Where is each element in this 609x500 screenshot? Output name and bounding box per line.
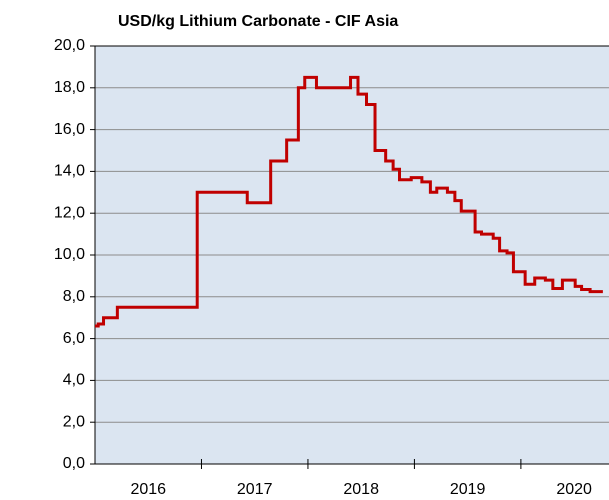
- y-tick-label: 12,0: [54, 204, 85, 221]
- x-tick-label: 2020: [556, 481, 592, 498]
- y-tick-label: 10,0: [54, 246, 85, 263]
- y-tick-label: 6,0: [63, 330, 85, 347]
- x-tick-label: 2018: [343, 481, 379, 498]
- y-tick-label: 20,0: [54, 37, 85, 54]
- x-tick-label: 2019: [450, 481, 486, 498]
- y-tick-label: 8,0: [63, 288, 85, 305]
- y-tick-label: 14,0: [54, 163, 85, 180]
- y-tick-label: 18,0: [54, 79, 85, 96]
- price-line: [95, 75, 603, 328]
- x-tick-label: 2017: [237, 481, 273, 498]
- chart-title: USD/kg Lithium Carbonate - CIF Asia: [118, 13, 398, 30]
- y-tick-label: 16,0: [54, 121, 85, 138]
- y-tick-label: 0,0: [63, 455, 85, 472]
- y-tick-label: 2,0: [63, 413, 85, 430]
- y-tick-label: 4,0: [63, 372, 85, 389]
- x-tick-label: 2016: [130, 481, 166, 498]
